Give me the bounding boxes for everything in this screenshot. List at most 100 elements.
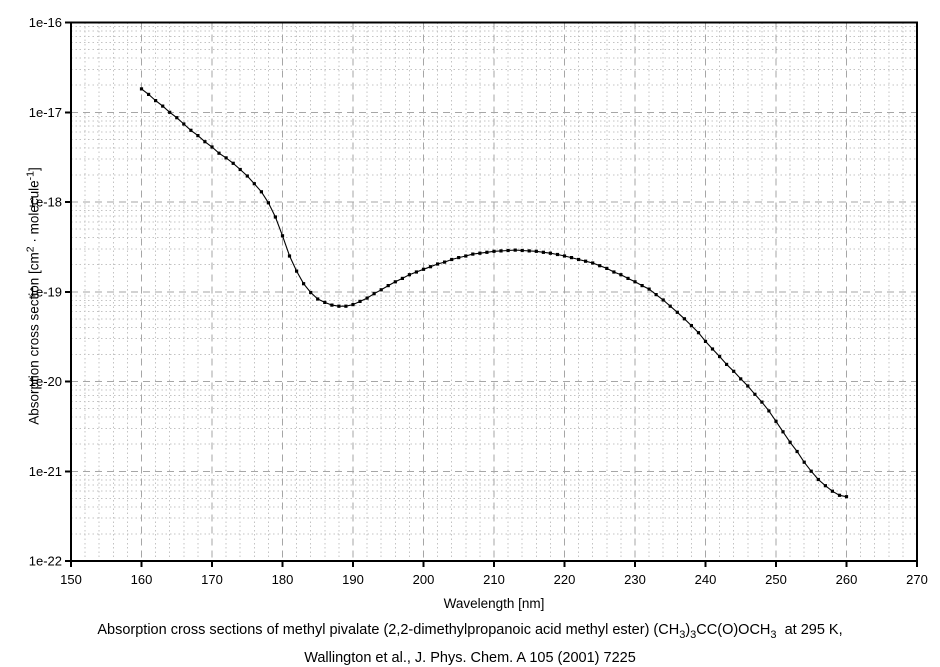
data-point <box>323 300 327 304</box>
x-tick-label: 210 <box>483 572 505 587</box>
data-point <box>499 249 503 253</box>
data-point <box>527 249 531 253</box>
data-point <box>161 104 165 108</box>
data-markers <box>139 87 849 499</box>
data-point <box>295 269 299 273</box>
data-point <box>823 484 827 488</box>
data-point <box>238 167 242 172</box>
data-point <box>182 122 186 126</box>
data-point <box>802 460 806 464</box>
data-point <box>443 260 447 264</box>
data-point <box>224 156 228 160</box>
data-point <box>781 430 785 434</box>
data-point <box>210 145 214 149</box>
data-point <box>457 256 461 260</box>
data-point <box>407 273 411 277</box>
chart-svg: 150 160 170 180 190 200 210 220 230 240 250 260 270 1… <box>29 15 928 587</box>
x-tick-label: 190 <box>342 572 364 587</box>
text-segment: CC(O)OCH <box>696 622 771 638</box>
data-point <box>591 261 595 265</box>
text-segment: at 295 K, <box>776 622 843 638</box>
data-point <box>555 252 560 257</box>
y-tick-label: 1e-16 <box>29 15 62 30</box>
x-tick-label: 240 <box>695 572 717 587</box>
figure-caption: Absorption cross sections of methyl piva… <box>0 619 940 667</box>
data-point <box>816 477 820 482</box>
data-point <box>266 201 270 205</box>
data-point <box>358 299 362 303</box>
data-point <box>633 280 637 284</box>
data-point <box>584 259 588 263</box>
text-segment: · molecule <box>26 180 42 247</box>
x-tick-label: 220 <box>554 572 576 587</box>
data-point <box>541 250 545 254</box>
caption-line-1: Absorption cross sections of methyl piva… <box>0 619 940 647</box>
superscript: 2 <box>24 246 37 253</box>
data-point <box>231 161 235 165</box>
data-point <box>252 182 256 186</box>
data-point <box>569 256 574 260</box>
data-point <box>682 317 686 321</box>
data-point <box>316 297 320 301</box>
data-point <box>668 304 672 308</box>
data-point <box>837 493 842 497</box>
y-tick-label: 1e-19 <box>29 285 62 300</box>
text-segment: ] <box>26 167 42 171</box>
data-point <box>844 495 849 499</box>
data-point <box>774 419 778 423</box>
data-point <box>703 339 708 343</box>
data-point <box>710 347 715 351</box>
y-axis-title: Absorption cross section [cm2 · molecule… <box>25 167 42 425</box>
data-point <box>830 489 834 493</box>
x-tick-label: 200 <box>413 572 435 587</box>
data-point <box>513 248 517 252</box>
data-point <box>654 293 658 297</box>
data-point <box>245 174 249 178</box>
data-point <box>562 254 567 258</box>
data-point <box>725 362 729 366</box>
data-point <box>548 251 552 255</box>
data-point <box>739 377 743 381</box>
data-point <box>675 310 679 314</box>
data-point <box>492 249 496 253</box>
data-point <box>718 354 722 359</box>
x-tick-label: 260 <box>836 572 858 587</box>
x-tick-label: 150 <box>60 572 82 587</box>
data-point <box>485 250 489 254</box>
text-segment: Absorption cross sections of methyl piva… <box>97 622 680 638</box>
data-point <box>337 304 341 308</box>
data-point <box>478 251 482 255</box>
data-point <box>696 331 701 335</box>
data-point <box>273 215 277 219</box>
data-point <box>421 267 426 271</box>
subscript: 3 <box>679 629 686 641</box>
data-point <box>139 87 144 91</box>
data-point <box>428 265 433 269</box>
data-point <box>471 252 475 256</box>
x-tick-label: 250 <box>765 572 787 587</box>
data-point <box>795 449 799 454</box>
axis-tick-labels: 150 160 170 180 190 200 210 220 230 240 250 260 270 1… <box>29 15 928 587</box>
x-axis-title: Wavelength [nm] <box>443 596 545 611</box>
y-tick-label: 1e-21 <box>29 464 62 479</box>
data-point <box>619 273 623 277</box>
data-point <box>372 292 376 296</box>
data-point <box>760 400 764 404</box>
data-point <box>640 284 644 288</box>
text-segment: ) <box>685 622 691 638</box>
data-point <box>753 392 757 396</box>
data-point <box>393 280 397 284</box>
data-point <box>309 290 313 295</box>
data-point <box>379 288 383 292</box>
data-point <box>147 92 151 96</box>
y-tick-label: 1e-22 <box>29 554 62 569</box>
data-point <box>809 469 813 473</box>
data-point <box>464 254 468 258</box>
data-point <box>746 384 750 388</box>
y-tick-label: 1e-20 <box>29 374 62 389</box>
data-point <box>280 234 285 238</box>
data-point <box>577 257 581 262</box>
superscript: -1 <box>24 170 37 181</box>
data-point <box>506 248 510 253</box>
